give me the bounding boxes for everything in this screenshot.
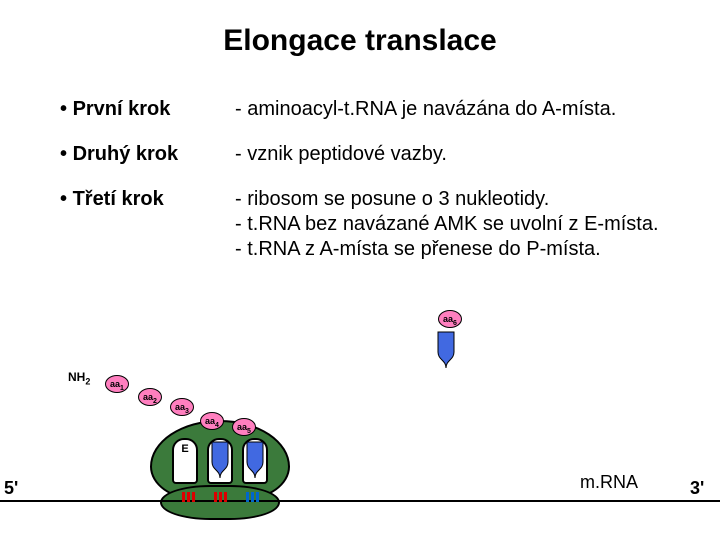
- three-prime-label: 3': [690, 478, 704, 499]
- step-desc: - vznik peptidové vazby.: [235, 143, 447, 168]
- codons: [172, 492, 272, 506]
- step-label: Třetí krok: [60, 188, 235, 211]
- step-desc: - aminoacyl-t.RNA je navázána do A-místa…: [235, 98, 616, 123]
- mrna-strand: [0, 500, 720, 502]
- trna-incoming: [435, 330, 457, 370]
- amino-acid: aa4: [200, 412, 224, 430]
- trna-p-site: [209, 440, 231, 480]
- amino-acid: aa5: [232, 418, 256, 436]
- step-row: První krok - aminoacyl-t.RNA je navázána…: [60, 98, 720, 123]
- five-prime-label: 5': [4, 478, 18, 499]
- step-label: První krok: [60, 98, 235, 121]
- amino-acid: aa1: [105, 375, 129, 393]
- step-row: Druhý krok - vznik peptidové vazby.: [60, 143, 720, 168]
- e-site: E: [172, 438, 198, 484]
- nh2-label: NH2: [68, 370, 90, 386]
- page-title: Elongace translace: [0, 0, 720, 58]
- amino-acid: aa6: [438, 310, 462, 328]
- trna-a-site: [244, 440, 266, 480]
- codon-a: [236, 492, 268, 506]
- amino-acid: aa3: [170, 398, 194, 416]
- step-desc: - ribosom se posune o 3 nukleotidy. - t.…: [235, 188, 659, 263]
- step-row: Třetí krok - ribosom se posune o 3 nukle…: [60, 188, 720, 263]
- mrna-label: m.RNA: [580, 472, 638, 493]
- codon-p: [204, 492, 236, 506]
- step-label: Druhý krok: [60, 143, 235, 166]
- codon-e: [172, 492, 204, 506]
- amino-acid: aa2: [138, 388, 162, 406]
- steps-list: První krok - aminoacyl-t.RNA je navázána…: [60, 98, 720, 263]
- ribosome-diagram: 5' 3' m.RNA E P A NH2 aa1aa2aa3aa4aa5aa6: [60, 360, 360, 540]
